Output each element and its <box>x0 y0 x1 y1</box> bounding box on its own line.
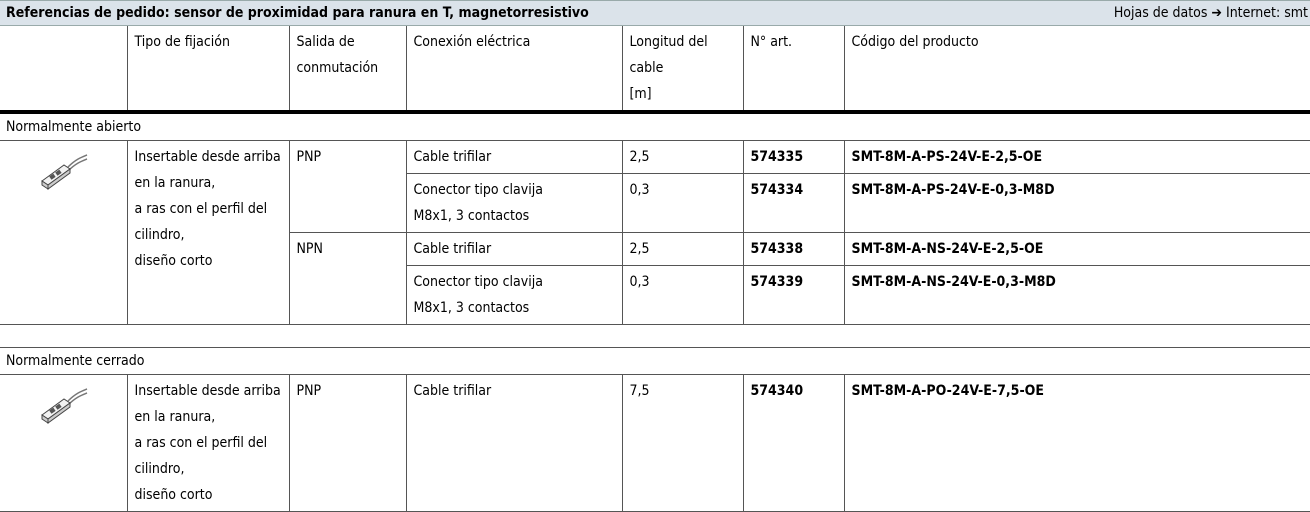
product-code: SMT-8M-A-PS-24V-E-2,5-OE <box>843 140 1310 174</box>
table-body: Normalmente abierto Insertable desde arri… <box>0 111 1310 512</box>
column-header-line: N° art. <box>750 34 793 50</box>
connection-cell: Conector tipo clavija M8x1, 3 contactos <box>406 265 623 325</box>
column-header: Salida de conmutación <box>288 26 407 113</box>
fixation-line: a ras con el perfil del cilindro, <box>134 201 268 243</box>
group-label: Normalmente cerrado <box>0 347 1310 375</box>
connection-line: M8x1, 3 contactos <box>413 300 530 316</box>
fixation-line: diseño corto <box>134 253 213 269</box>
sensor-icon <box>41 388 88 424</box>
column-header: Tipo de fijación <box>126 26 290 113</box>
group-row: Normalmente abierto <box>0 111 1310 141</box>
column-header-line: Conexión eléctrica <box>413 34 531 50</box>
connection-line: Cable trifilar <box>413 241 492 257</box>
datasheet-link: Hojas de datos ➔ Internet: smt <box>1113 5 1308 21</box>
fixation-line: Insertable desde arriba en la ranura, <box>134 149 281 191</box>
fixation-line: a ras con el perfil del cilindro, <box>134 435 268 477</box>
article-number: 574339 <box>742 265 845 325</box>
switching-output: NPN <box>289 232 407 325</box>
image-header <box>0 26 128 113</box>
group-label: Normalmente abierto <box>0 111 1310 141</box>
product-row: NPN Cable trifilar 2,5 574338 SMT-8M-A-NS-24… <box>0 232 1310 325</box>
header-bar: Referencias de pedido: sensor de proximi… <box>0 0 1310 26</box>
product-row: Conector tipo clavija M8x1, 3 contactos 0,… <box>0 173 1310 233</box>
article-number: 574340 <box>742 374 845 512</box>
spacer-row <box>0 324 1310 348</box>
product-row: Conector tipo clavija M8x1, 3 contactos 0,… <box>0 265 1310 325</box>
product-row: Insertable desde arriba en la ranura, a r… <box>0 140 1310 325</box>
product-code: SMT-8M-A-NS-24V-E-2,5-OE <box>843 232 1310 266</box>
fixation-line: diseño corto <box>134 487 213 503</box>
connection-cell: Cable trifilar <box>405 140 623 174</box>
table-head: Tipo de fijación Salida de conmutación Cone… <box>0 26 1310 113</box>
connection-line: Cable trifilar <box>413 383 492 399</box>
column-header-line: Salida de <box>296 34 355 50</box>
product-row: Insertable desde arriba en la ranura, a r… <box>0 374 1310 512</box>
cable-length: 0,3 <box>621 265 744 325</box>
cable-length: 2,5 <box>621 140 744 174</box>
fixation-cell: Insertable desde arriba en la ranura, a r… <box>126 374 290 512</box>
connection-line: M8x1, 3 contactos <box>413 208 530 224</box>
cable-length: 7,5 <box>621 374 744 512</box>
fixation-cell: Insertable desde arriba en la ranura, a r… <box>126 140 290 325</box>
column-header-line: [m] <box>629 86 652 102</box>
header-row: Tipo de fijación Salida de conmutación Cone… <box>0 26 1310 113</box>
connection-line: Conector tipo clavija <box>413 274 543 290</box>
fixation-line: Insertable desde arriba en la ranura, <box>134 383 281 425</box>
order-table: Tipo de fijación Salida de conmutación Cone… <box>0 26 1310 512</box>
connection-line: Cable trifilar <box>413 149 492 165</box>
column-header-line: Longitud del <box>629 34 708 50</box>
column-header: Longitud del cable [m] <box>621 26 744 113</box>
connection-line: Conector tipo clavija <box>413 182 543 198</box>
column-header: N° art. <box>742 26 845 113</box>
connection-cell: Conector tipo clavija M8x1, 3 contactos <box>406 173 623 233</box>
group-row: Normalmente cerrado <box>0 347 1310 375</box>
column-header: Código del producto <box>843 26 1310 113</box>
column-header: Conexión eléctrica <box>405 26 623 113</box>
product-code: SMT-8M-A-PO-24V-E-7,5-OE <box>843 374 1310 512</box>
connection-cell: Cable trifilar <box>405 232 623 266</box>
article-number: 574334 <box>742 173 845 233</box>
switching-output: PNP <box>288 140 407 233</box>
spacer-cell <box>0 324 1310 348</box>
product-code: SMT-8M-A-NS-24V-E-0,3-M8D <box>843 265 1310 325</box>
connection-cell: Cable trifilar <box>405 374 623 512</box>
column-header-line: Código del producto <box>851 34 979 50</box>
product-image <box>0 374 128 512</box>
cable-length: 0,3 <box>621 173 744 233</box>
column-header-line: cable <box>629 60 664 76</box>
article-number: 574335 <box>742 140 845 174</box>
cable-length: 2,5 <box>621 232 744 266</box>
column-header-line: Tipo de fijación <box>134 34 230 50</box>
switching-output: PNP <box>288 374 407 512</box>
title: Referencias de pedido: sensor de proximi… <box>6 5 589 21</box>
product-image <box>0 140 128 325</box>
sensor-icon <box>41 154 88 190</box>
article-number: 574338 <box>742 232 845 266</box>
column-header-line: conmutación <box>296 60 379 76</box>
product-code: SMT-8M-A-PS-24V-E-0,3-M8D <box>843 173 1310 233</box>
